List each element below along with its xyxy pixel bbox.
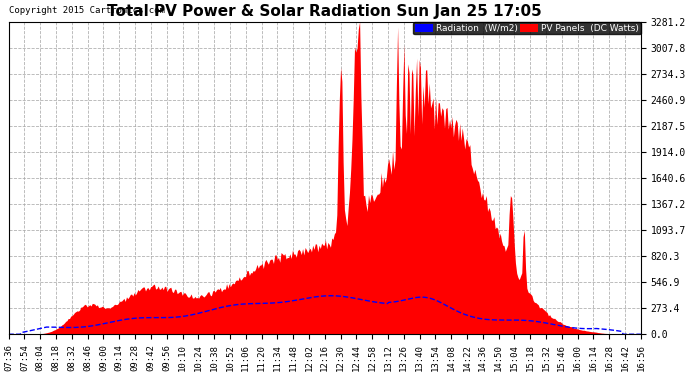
Title: Total PV Power & Solar Radiation Sun Jan 25 17:05: Total PV Power & Solar Radiation Sun Jan…: [108, 4, 542, 19]
Legend: Radiation  (W/m2), PV Panels  (DC Watts): Radiation (W/m2), PV Panels (DC Watts): [413, 22, 641, 34]
Text: Copyright 2015 Cartronics.com: Copyright 2015 Cartronics.com: [9, 6, 164, 15]
